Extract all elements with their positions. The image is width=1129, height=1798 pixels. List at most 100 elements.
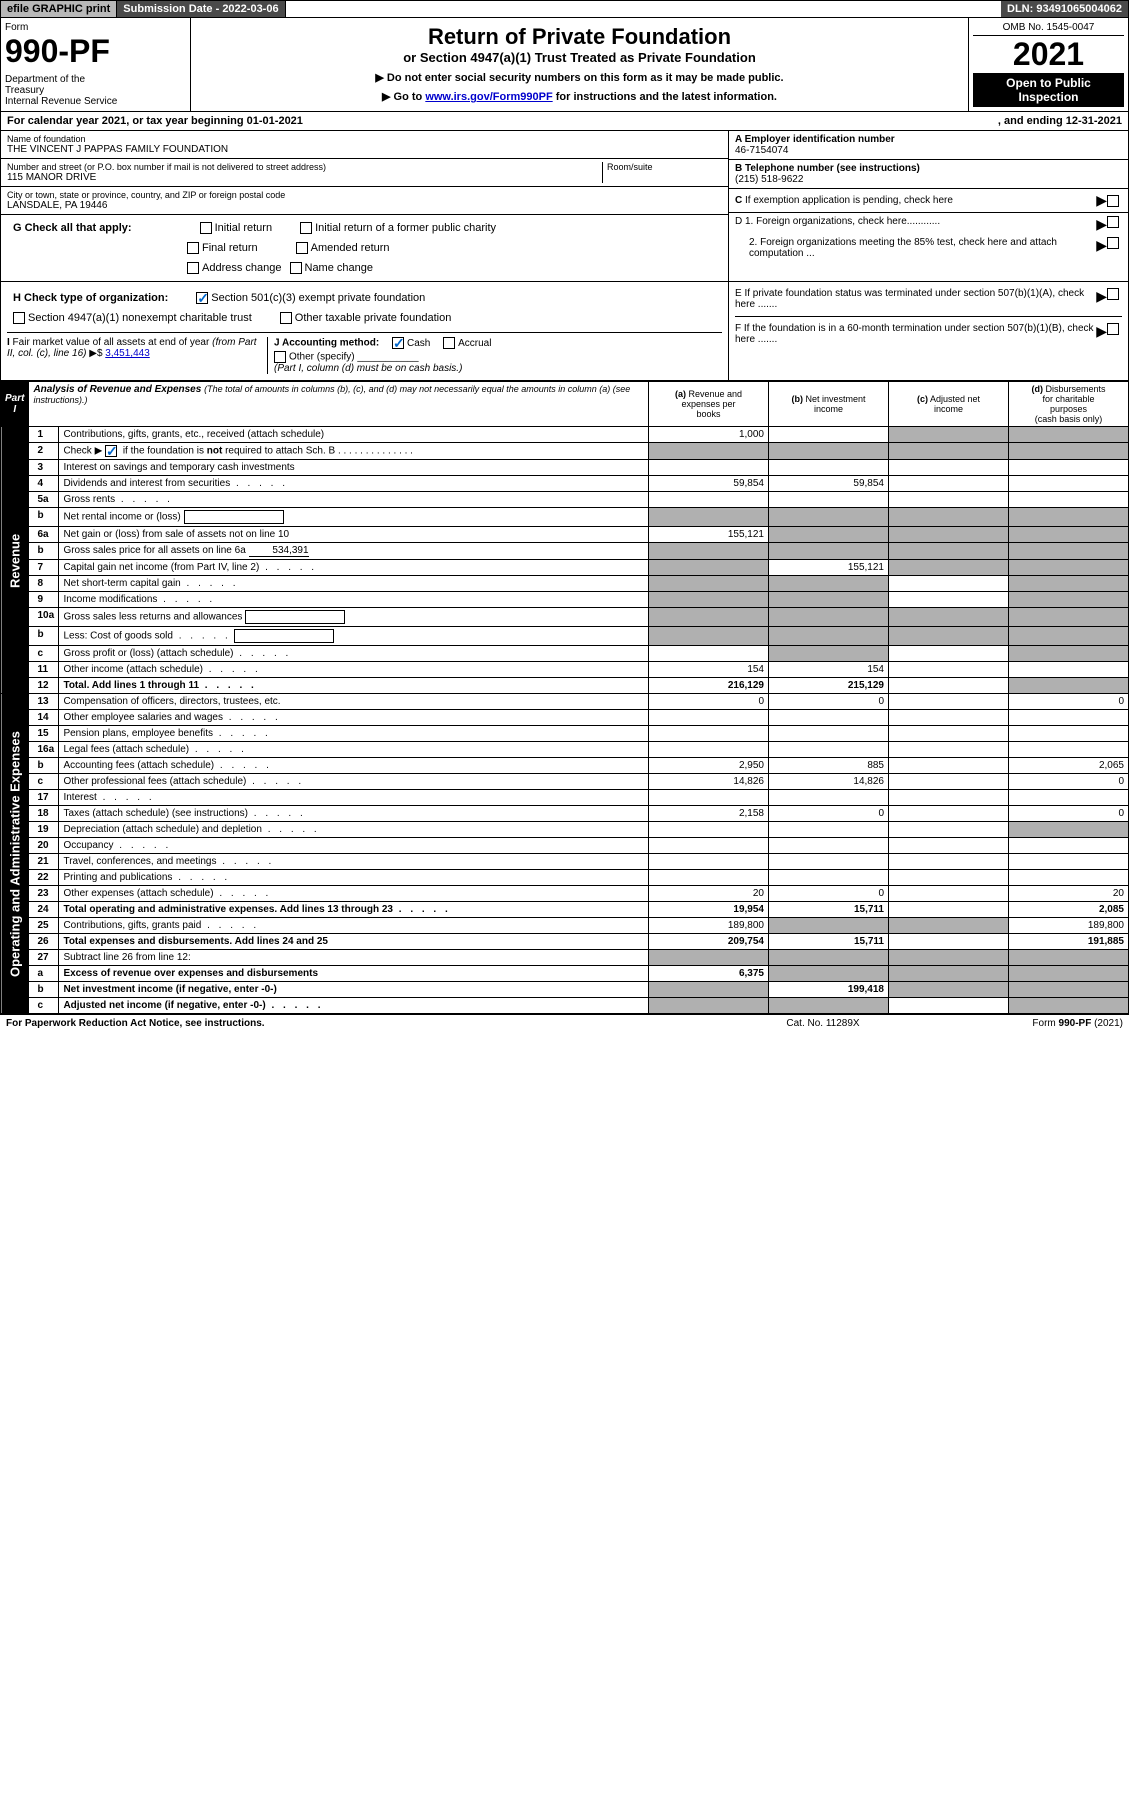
value-cell <box>769 427 889 443</box>
value-cell: 1,000 <box>649 427 769 443</box>
form-subtitle: or Section 4947(a)(1) Trust Treated as P… <box>197 50 962 65</box>
instruction-1: ▶ Do not enter social security numbers o… <box>197 71 962 84</box>
value-cell <box>889 527 1009 543</box>
form-footer: Form 990-PF (2021) <box>923 1018 1123 1029</box>
value-cell <box>1009 476 1129 492</box>
telephone: (215) 518-9622 <box>735 174 1122 185</box>
value-cell: 0 <box>769 806 889 822</box>
value-cell <box>889 758 1009 774</box>
line-number: 17 <box>29 790 59 806</box>
value-cell: 155,121 <box>769 560 889 576</box>
terminated-checkbox[interactable] <box>1107 288 1119 300</box>
foundation-name: THE VINCENT J PAPPAS FAMILY FOUNDATION <box>7 144 722 155</box>
open-public-badge: Open to PublicInspection <box>973 73 1124 107</box>
other-method-checkbox[interactable] <box>274 351 286 363</box>
foreign-85-checkbox[interactable] <box>1107 237 1119 249</box>
value-cell <box>889 918 1009 934</box>
name-change-checkbox[interactable] <box>290 262 302 274</box>
value-cell <box>769 742 889 758</box>
value-cell <box>769 710 889 726</box>
line-number: 13 <box>29 694 59 710</box>
value-cell <box>769 838 889 854</box>
foreign-org-checkbox[interactable] <box>1107 216 1119 228</box>
value-cell <box>769 950 889 966</box>
value-cell <box>889 592 1009 608</box>
value-cell <box>1009 646 1129 662</box>
value-cell <box>649 982 769 998</box>
value-cell <box>1009 838 1129 854</box>
value-cell <box>769 460 889 476</box>
exemption-pending-checkbox[interactable] <box>1107 195 1119 207</box>
section-j-label: J Accounting method: <box>274 338 379 349</box>
value-cell <box>1009 710 1129 726</box>
value-cell <box>649 870 769 886</box>
address-label: Number and street (or P.O. box number if… <box>7 162 602 172</box>
value-cell: 2,065 <box>1009 758 1129 774</box>
value-cell <box>889 427 1009 443</box>
accrual-checkbox[interactable] <box>443 337 455 349</box>
value-cell <box>1009 822 1129 838</box>
submission-date: Submission Date - 2022-03-06 <box>117 1 285 17</box>
line-number: 3 <box>29 460 59 476</box>
value-cell: 154 <box>649 662 769 678</box>
value-cell <box>889 678 1009 694</box>
line-description: Total. Add lines 1 through 11 . . . . . <box>59 678 649 694</box>
line-number: 23 <box>29 886 59 902</box>
section-h-i-j: H Check type of organization: Section 50… <box>0 282 1129 381</box>
line-description: Net gain or (loss) from sale of assets n… <box>59 527 649 543</box>
value-cell <box>769 543 889 560</box>
value-cell <box>889 662 1009 678</box>
line-number: 12 <box>29 678 59 694</box>
line-description: Interest on savings and temporary cash i… <box>59 460 649 476</box>
line-number: 22 <box>29 870 59 886</box>
value-cell <box>889 806 1009 822</box>
value-cell <box>1009 592 1129 608</box>
final-return-checkbox[interactable] <box>187 242 199 254</box>
dln: DLN: 93491065004062 <box>1001 1 1128 17</box>
line-description: Gross rents . . . . . <box>59 492 649 508</box>
value-cell <box>649 790 769 806</box>
irs-link[interactable]: www.irs.gov/Form990PF <box>425 91 552 103</box>
line-description: Gross sales price for all assets on line… <box>59 543 649 560</box>
other-taxable-checkbox[interactable] <box>280 312 292 324</box>
line-number: b <box>29 758 59 774</box>
value-cell: 14,826 <box>769 774 889 790</box>
line-description: Printing and publications . . . . . <box>59 870 649 886</box>
line-number: 6a <box>29 527 59 543</box>
value-cell <box>1009 508 1129 527</box>
value-cell <box>1009 870 1129 886</box>
form-title: Return of Private Foundation <box>197 24 962 50</box>
line-number: b <box>29 627 59 646</box>
form-number: 990-PF <box>5 33 186 70</box>
part-1-badge: Part I <box>1 382 29 427</box>
value-cell: 215,129 <box>769 678 889 694</box>
initial-former-checkbox[interactable] <box>300 222 312 234</box>
efile-label[interactable]: efile GRAPHIC print <box>1 1 117 17</box>
initial-return-checkbox[interactable] <box>200 222 212 234</box>
value-cell <box>649 854 769 870</box>
value-cell <box>889 790 1009 806</box>
line-number: 5a <box>29 492 59 508</box>
4947-checkbox[interactable] <box>13 312 25 324</box>
value-cell <box>889 560 1009 576</box>
value-cell <box>889 742 1009 758</box>
value-cell <box>649 608 769 627</box>
value-cell: 14,826 <box>649 774 769 790</box>
value-cell: 885 <box>769 758 889 774</box>
value-cell <box>1009 627 1129 646</box>
revenue-side-label: Revenue <box>1 427 29 694</box>
value-cell <box>1009 790 1129 806</box>
cash-checkbox[interactable] <box>392 337 404 349</box>
value-cell <box>1009 678 1129 694</box>
60month-checkbox[interactable] <box>1107 323 1119 335</box>
line-number: 10a <box>29 608 59 627</box>
line-description: Other expenses (attach schedule) . . . .… <box>59 886 649 902</box>
fmv-value[interactable]: 3,451,443 <box>105 348 150 359</box>
501c3-checkbox[interactable] <box>196 292 208 304</box>
name-label: Name of foundation <box>7 134 722 144</box>
value-cell <box>649 998 769 1014</box>
amended-return-checkbox[interactable] <box>296 242 308 254</box>
value-cell <box>769 592 889 608</box>
address-change-checkbox[interactable] <box>187 262 199 274</box>
line-description: Occupancy . . . . . <box>59 838 649 854</box>
